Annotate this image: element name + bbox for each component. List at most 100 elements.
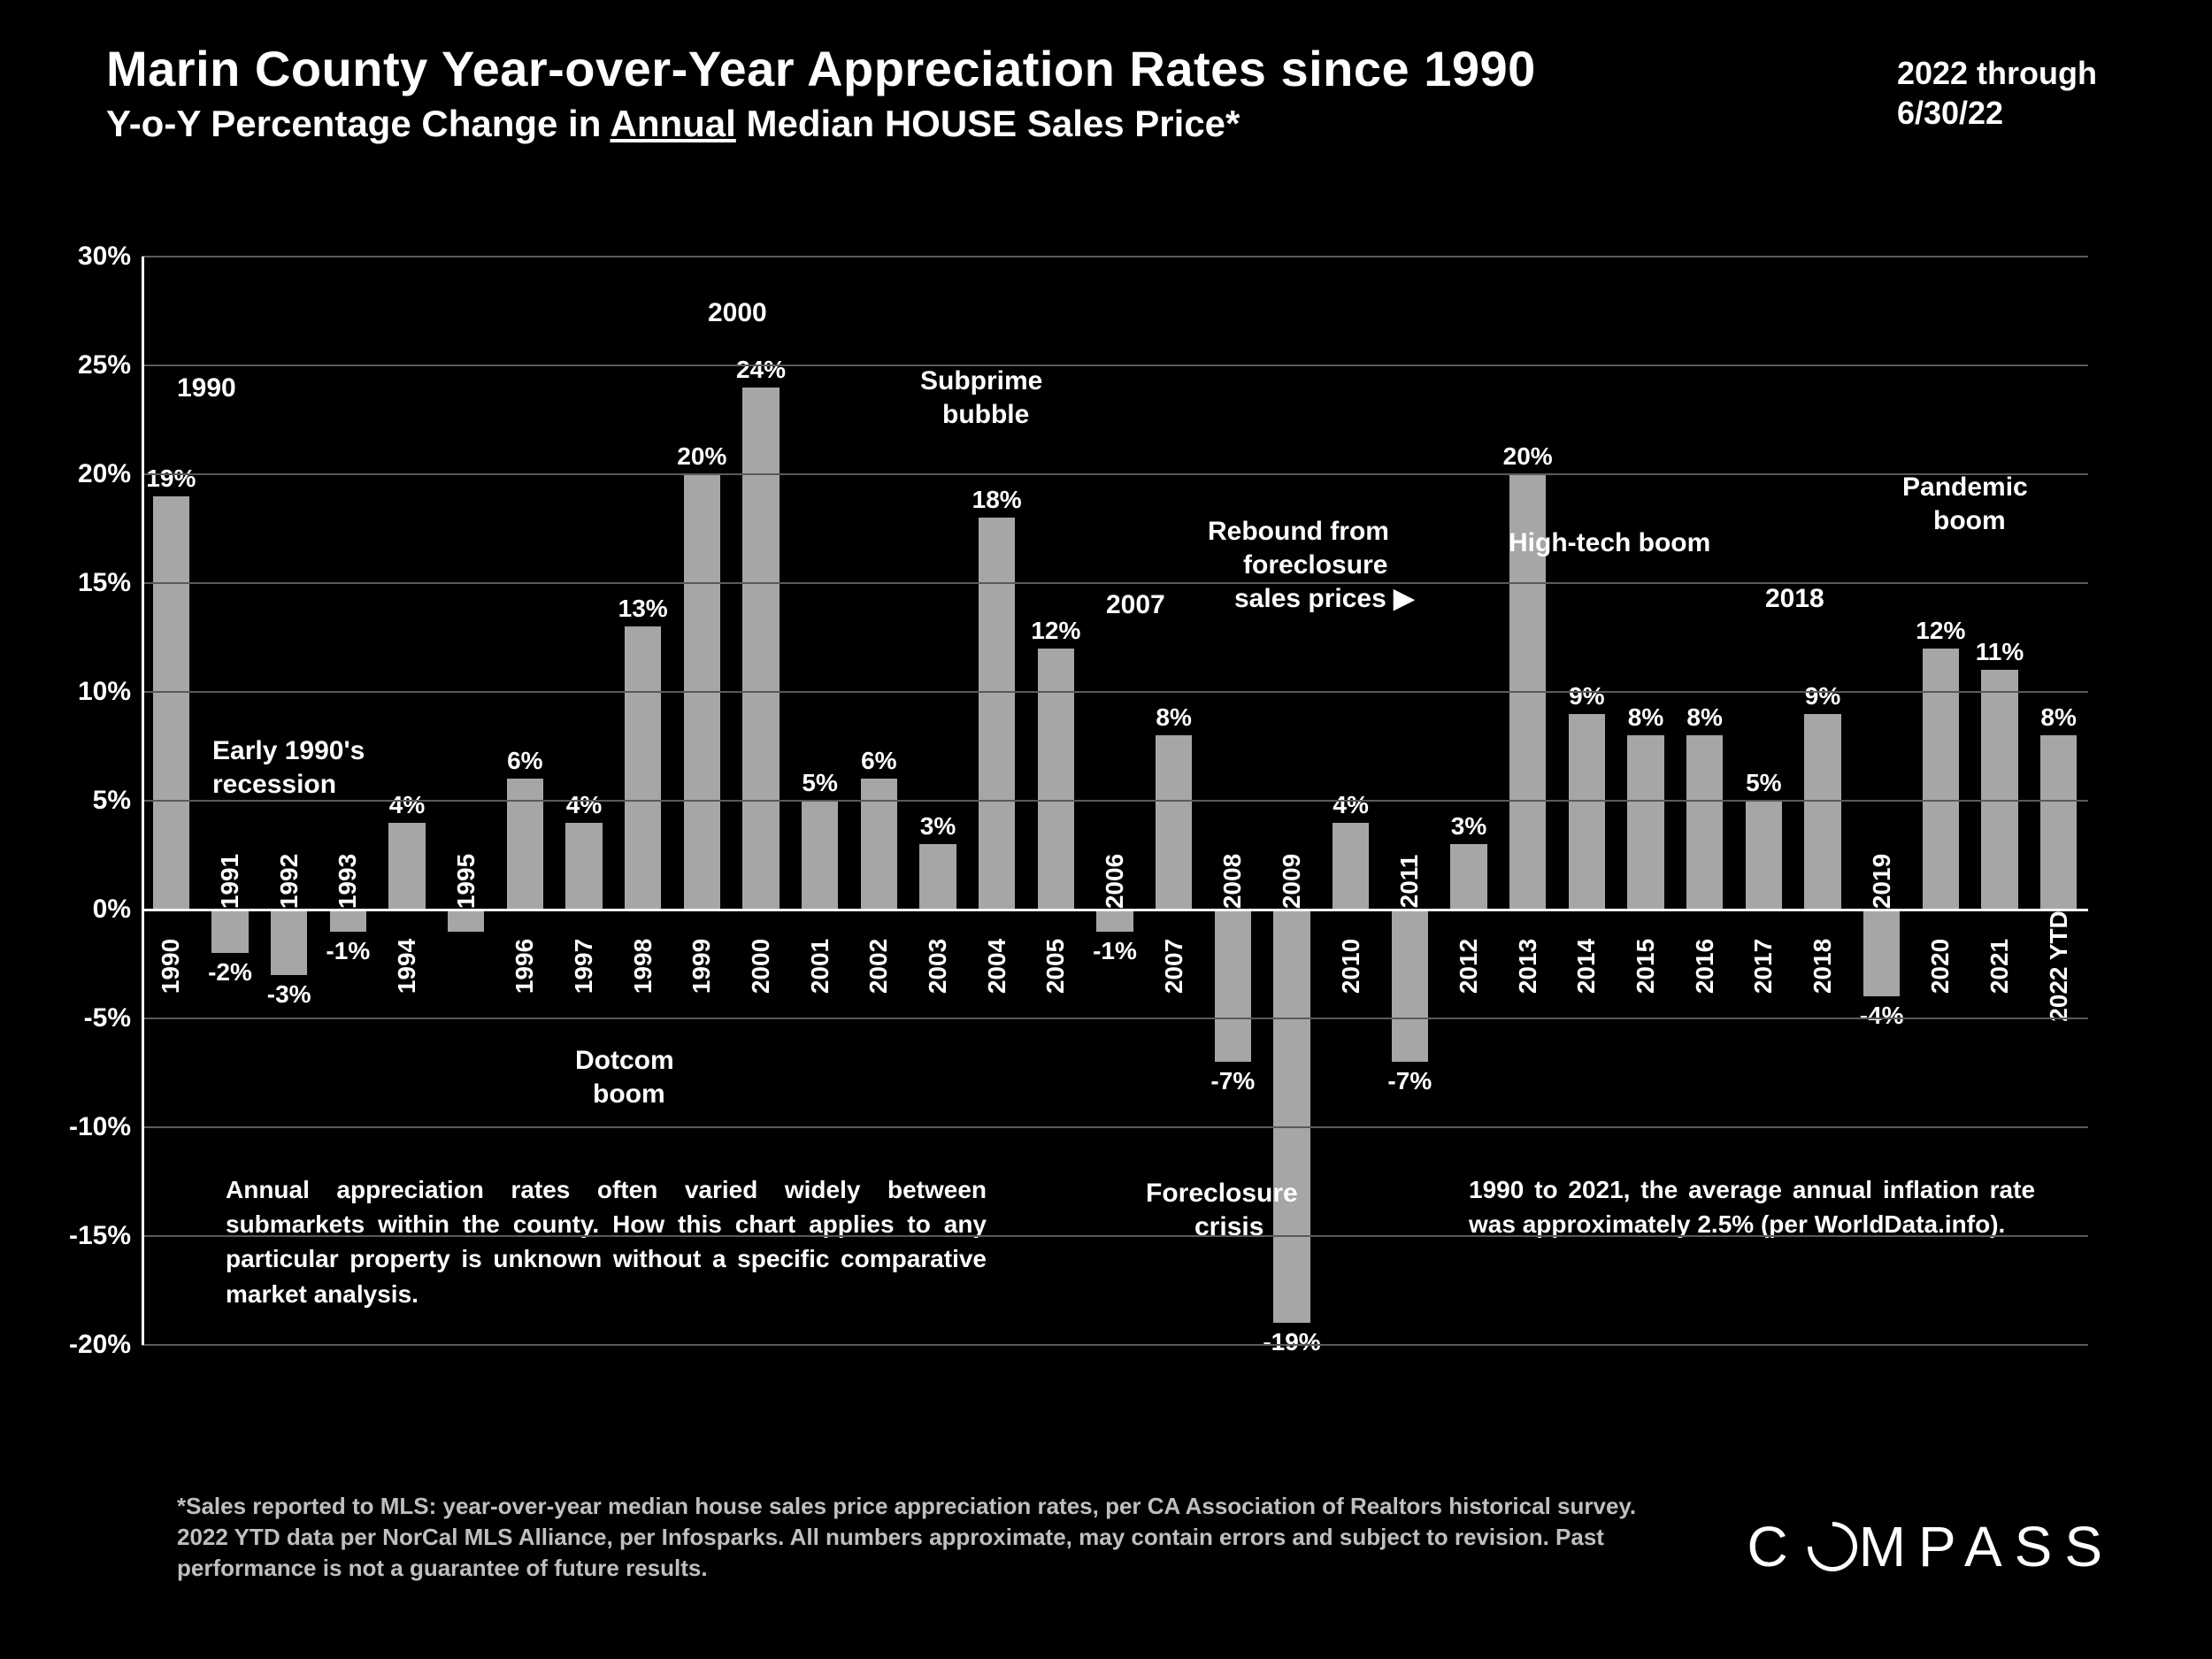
- bar-value-label: 8%: [1686, 703, 1722, 732]
- bar: [861, 779, 897, 910]
- x-tick-label: 2019: [1868, 854, 1896, 909]
- y-tick-label: 0%: [93, 895, 131, 925]
- bar: [1450, 844, 1486, 910]
- gridline: [142, 365, 2088, 366]
- bar: [1156, 735, 1192, 910]
- ann-rebound-l1: Rebound from: [1208, 515, 1389, 549]
- bar-value-label: 6%: [507, 747, 542, 775]
- x-tick-label: 1992: [275, 854, 303, 909]
- bar-value-label: 3%: [920, 812, 956, 841]
- y-tick-label: -10%: [69, 1112, 131, 1142]
- ann-early90s-l2: recession: [212, 768, 336, 802]
- ann-foreclosure-l1: Foreclosure: [1146, 1177, 1298, 1210]
- ann-1990: 1990: [177, 372, 236, 405]
- x-tick-label: 2003: [924, 939, 952, 994]
- x-tick-label: 1994: [393, 939, 421, 994]
- subtitle-pre: Y-o-Y Percentage Change in: [106, 103, 610, 144]
- bar-value-label: -4%: [1860, 1002, 1904, 1030]
- bar: [1981, 670, 2017, 910]
- x-tick-label: 1991: [216, 854, 244, 909]
- bar: [448, 910, 484, 932]
- x-tick-label: 2012: [1455, 939, 1483, 994]
- x-tick-label: 2007: [1160, 939, 1188, 994]
- ann-subprime-l2: bubble: [942, 398, 1029, 432]
- bar: [1746, 801, 1782, 910]
- bar: [565, 823, 602, 910]
- x-tick-label: 1998: [629, 939, 657, 994]
- x-tick-label: 2021: [1985, 939, 2014, 994]
- ann-rebound-l2: foreclosure: [1243, 549, 1387, 582]
- date-note: 2022 through 6/30/22: [1897, 53, 2097, 133]
- note-right: 1990 to 2021, the average annual inflati…: [1469, 1172, 2035, 1241]
- bar: [625, 626, 661, 910]
- gridline: [142, 582, 2088, 584]
- bar: [388, 823, 425, 910]
- x-tick-label: 1997: [570, 939, 598, 994]
- gridline: [142, 256, 2088, 257]
- bar-value-label: 11%: [1976, 638, 2024, 666]
- x-tick-label: 2010: [1337, 939, 1365, 994]
- y-tick-label: 25%: [78, 350, 131, 380]
- bar: [1333, 823, 1369, 910]
- chart-title: Marin County Year-over-Year Appreciation…: [106, 40, 1536, 97]
- x-tick-label: 2011: [1395, 855, 1424, 909]
- x-tick-label: 1993: [334, 854, 362, 909]
- x-tick-label: 2018: [1809, 939, 1837, 994]
- bar: [1392, 910, 1428, 1062]
- bar: [211, 910, 248, 953]
- bar-value-label: -7%: [1210, 1067, 1255, 1095]
- y-tick-label: 10%: [78, 677, 131, 707]
- bar: [1923, 649, 1959, 910]
- x-tick-label: 2008: [1218, 854, 1247, 909]
- logo-pre: C: [1747, 1514, 1800, 1579]
- x-tick-label: 2015: [1632, 939, 1660, 994]
- note-left: Annual appreciation rates often varied w…: [226, 1172, 987, 1311]
- bar: [919, 844, 956, 910]
- x-tick-label: 2001: [806, 939, 834, 994]
- ann-dotcom-l2: boom: [593, 1078, 665, 1111]
- x-tick-label: 1999: [687, 939, 716, 994]
- x-tick-label: 2013: [1514, 939, 1542, 994]
- bar: [153, 496, 189, 910]
- bar-value-label: 20%: [677, 442, 726, 471]
- subtitle-post: Median HOUSE Sales Price*: [736, 103, 1240, 144]
- ann-2000: 2000: [708, 296, 767, 330]
- gridline: [142, 1344, 2088, 1346]
- y-tick-label: 20%: [78, 459, 131, 489]
- bar: [330, 910, 366, 932]
- bar-value-label: 8%: [1156, 703, 1191, 732]
- bar: [1273, 910, 1310, 1323]
- bar-value-label: 9%: [1805, 682, 1840, 710]
- bar-value-label: 4%: [566, 791, 602, 819]
- bar-value-label: 18%: [972, 486, 1022, 514]
- bar-value-label: 20%: [1503, 442, 1553, 471]
- bar-chart: 19%1990-2%1991-3%1992-1%19934%199419956%…: [142, 257, 2088, 1345]
- y-tick-label: -15%: [69, 1221, 131, 1251]
- gridline: [142, 1018, 2088, 1019]
- x-tick-label: 1996: [511, 939, 539, 994]
- logo-o-icon: [1797, 1511, 1867, 1581]
- gridline: [142, 800, 2088, 802]
- footnote: *Sales reported to MLS: year-over-year m…: [177, 1491, 1681, 1584]
- bar: [1863, 910, 1900, 996]
- bar: [271, 910, 307, 975]
- bar-value-label: 24%: [736, 356, 786, 384]
- bar: [1569, 714, 1605, 910]
- y-axis-line: [142, 257, 144, 1345]
- bar: [1627, 735, 1663, 910]
- bar-value-label: 12%: [1916, 617, 1965, 645]
- x-tick-label: 2004: [983, 939, 1011, 994]
- y-tick-label: -20%: [69, 1330, 131, 1360]
- y-tick-label: 15%: [78, 568, 131, 598]
- bar-value-label: 8%: [1628, 703, 1663, 732]
- bar-value-label: 19%: [146, 465, 196, 493]
- bar-value-label: -1%: [326, 937, 370, 965]
- ann-2007: 2007: [1106, 588, 1165, 622]
- ann-foreclosure-l2: crisis: [1194, 1210, 1263, 1244]
- bar-value-label: 3%: [1451, 812, 1486, 841]
- date-note-line1: 2022 through: [1897, 53, 2097, 93]
- x-tick-label: 2017: [1749, 939, 1778, 994]
- ann-pandemic-l2: boom: [1933, 504, 2006, 538]
- bar-value-label: -2%: [208, 958, 252, 987]
- bar: [1686, 735, 1723, 910]
